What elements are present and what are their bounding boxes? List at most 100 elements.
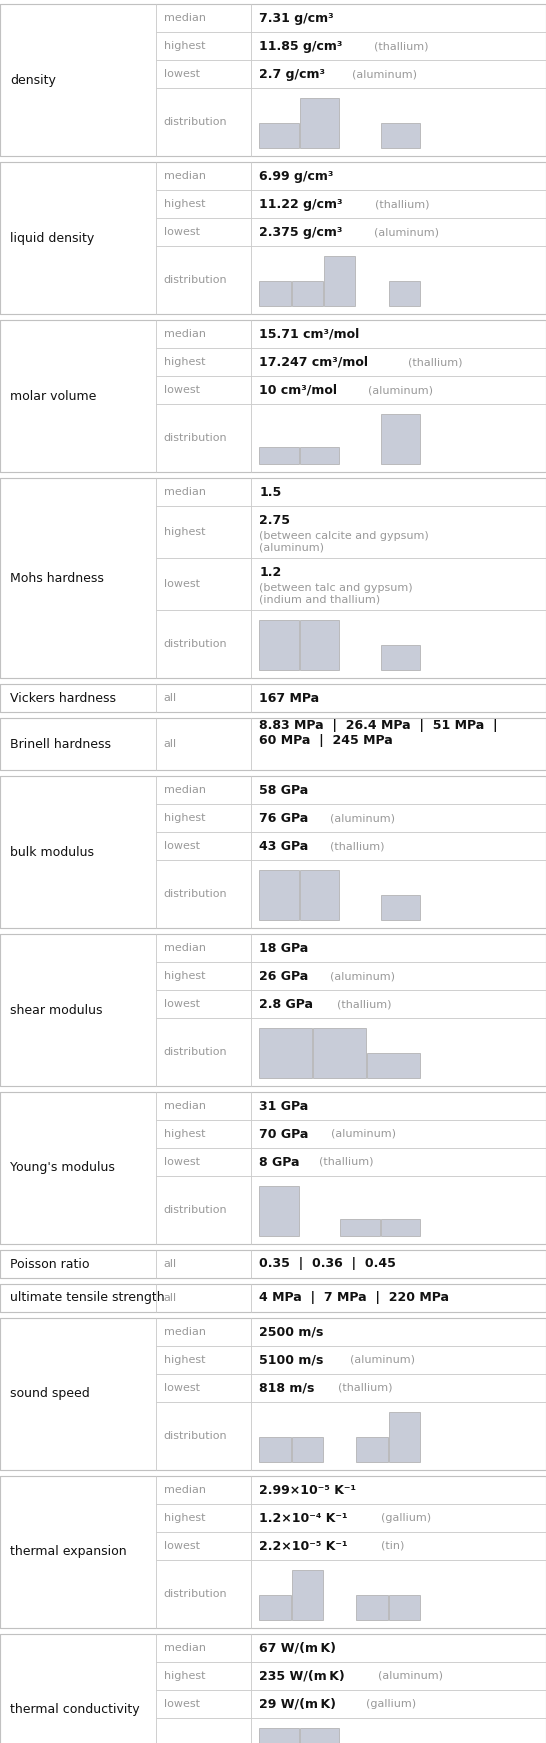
Bar — [156, 1250, 251, 1278]
Text: 10 cm³/mol: 10 cm³/mol — [259, 383, 337, 396]
Bar — [156, 1018, 251, 1086]
Bar — [156, 558, 251, 610]
Bar — [340, 1220, 380, 1236]
Bar — [156, 404, 251, 472]
Text: thermal conductivity: thermal conductivity — [10, 1703, 140, 1717]
Bar — [259, 1028, 312, 1077]
Bar — [156, 776, 251, 804]
Bar — [300, 98, 339, 148]
Bar — [300, 870, 339, 920]
Text: Mohs hardness: Mohs hardness — [10, 572, 104, 584]
Bar — [251, 776, 546, 804]
Bar — [251, 1663, 546, 1691]
Text: (thallium): (thallium) — [375, 199, 429, 209]
Bar — [251, 804, 546, 831]
Text: 2500 m/s: 2500 m/s — [259, 1325, 324, 1339]
Text: highest: highest — [164, 812, 205, 823]
Text: lowest: lowest — [164, 842, 200, 851]
Text: (thallium): (thallium) — [375, 42, 429, 51]
Bar — [292, 281, 323, 307]
Bar — [251, 190, 546, 218]
Text: distribution: distribution — [164, 889, 227, 899]
Bar — [292, 1570, 323, 1619]
Text: distribution: distribution — [164, 640, 227, 648]
Text: lowest: lowest — [164, 1382, 200, 1393]
Bar — [259, 621, 299, 669]
Text: distribution: distribution — [164, 1048, 227, 1056]
Bar — [251, 683, 546, 711]
Bar — [367, 1053, 420, 1077]
Bar — [251, 1346, 546, 1373]
Text: (aluminum): (aluminum) — [331, 1129, 396, 1138]
Bar — [389, 1595, 420, 1619]
Text: sound speed: sound speed — [10, 1387, 90, 1400]
Text: molar volume: molar volume — [10, 389, 97, 403]
Bar — [251, 859, 546, 927]
Bar — [251, 478, 546, 505]
Bar — [156, 31, 251, 59]
Bar — [0, 683, 156, 711]
Bar — [381, 124, 420, 148]
Bar — [251, 1177, 546, 1245]
Bar — [357, 1436, 388, 1462]
Text: lowest: lowest — [164, 1157, 200, 1168]
Bar — [156, 859, 251, 927]
Bar — [251, 1250, 546, 1278]
Text: 2.2×10⁻⁵ K⁻¹: 2.2×10⁻⁵ K⁻¹ — [259, 1539, 348, 1553]
Bar — [251, 59, 546, 87]
Text: lowest: lowest — [164, 1541, 200, 1551]
Bar — [156, 1285, 251, 1312]
Bar — [251, 1121, 546, 1149]
Text: 11.85 g/cm³: 11.85 g/cm³ — [259, 40, 342, 52]
Bar — [156, 610, 251, 678]
Bar — [251, 162, 546, 190]
Text: (aluminum): (aluminum) — [330, 812, 395, 823]
Text: 18 GPa: 18 GPa — [259, 941, 308, 955]
Bar — [156, 246, 251, 314]
Bar — [251, 87, 546, 157]
Text: highest: highest — [164, 1129, 205, 1138]
Text: 2.75: 2.75 — [259, 514, 290, 526]
Text: ultimate tensile strength: ultimate tensile strength — [10, 1292, 165, 1304]
Bar — [251, 718, 546, 770]
Bar — [156, 478, 251, 505]
Text: 58 GPa: 58 GPa — [259, 784, 308, 797]
Text: 43 GPa: 43 GPa — [259, 840, 308, 852]
Bar — [251, 505, 546, 558]
Text: median: median — [164, 1644, 206, 1652]
Bar — [156, 962, 251, 990]
Text: (thallium): (thallium) — [407, 357, 462, 368]
Text: median: median — [164, 486, 206, 497]
Text: Brinell hardness: Brinell hardness — [10, 737, 111, 751]
Bar — [0, 3, 546, 157]
Bar — [0, 934, 156, 1086]
Text: highest: highest — [164, 42, 205, 51]
Text: density: density — [10, 73, 56, 87]
Text: 2.99×10⁻⁵ K⁻¹: 2.99×10⁻⁵ K⁻¹ — [259, 1483, 356, 1497]
Text: 26 GPa: 26 GPa — [259, 969, 308, 983]
Bar — [156, 1504, 251, 1532]
Text: 5100 m/s: 5100 m/s — [259, 1354, 324, 1367]
Text: 4 MPa  |  7 MPa  |  220 MPa: 4 MPa | 7 MPa | 220 MPa — [259, 1292, 449, 1304]
Bar — [381, 894, 420, 920]
Text: highest: highest — [164, 199, 205, 209]
Text: 17.247 cm³/mol: 17.247 cm³/mol — [259, 356, 368, 368]
Bar — [156, 162, 251, 190]
Text: median: median — [164, 329, 206, 338]
Bar — [251, 404, 546, 472]
Bar — [156, 349, 251, 376]
Bar — [156, 1093, 251, 1121]
Bar — [156, 1346, 251, 1373]
Text: (aluminum): (aluminum) — [330, 971, 395, 981]
Bar — [259, 124, 299, 148]
Text: 2.375 g/cm³: 2.375 g/cm³ — [259, 225, 342, 239]
Bar — [0, 1633, 546, 1743]
Text: (between talc and gypsum)
(indium and thallium): (between talc and gypsum) (indium and th… — [259, 582, 413, 605]
Bar — [156, 505, 251, 558]
Bar — [0, 776, 546, 927]
Text: 1.2×10⁻⁴ K⁻¹: 1.2×10⁻⁴ K⁻¹ — [259, 1511, 348, 1525]
Text: shear modulus: shear modulus — [10, 1004, 103, 1016]
Bar — [251, 1532, 546, 1560]
Bar — [156, 1373, 251, 1401]
Text: 8 GPa: 8 GPa — [259, 1156, 300, 1168]
